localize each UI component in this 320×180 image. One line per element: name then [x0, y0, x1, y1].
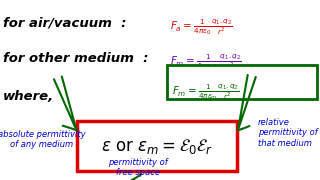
FancyBboxPatch shape	[77, 121, 237, 171]
Text: relative
permittivity of
that medium: relative permittivity of that medium	[258, 118, 318, 148]
Text: $F_m = \frac{1}{4\pi\varepsilon_0\varepsilon_r}\frac{q_1.q_2}{r^2}$: $F_m = \frac{1}{4\pi\varepsilon_0\vareps…	[170, 52, 242, 72]
Text: $F_a = \frac{1}{4\pi\varepsilon_0}\frac{q_1.q_2}{r^2}$: $F_a = \frac{1}{4\pi\varepsilon_0}\frac{…	[170, 17, 233, 37]
Text: $\epsilon\ \mathrm{or}\ \epsilon_m = \mathcal{E}_0\mathcal{E}_r$: $\epsilon\ \mathrm{or}\ \epsilon_m = \ma…	[101, 136, 213, 156]
Text: for air/vacuum  :: for air/vacuum :	[3, 17, 126, 30]
Text: absolute permittivity
of any medium: absolute permittivity of any medium	[0, 130, 86, 149]
Text: where,: where,	[3, 90, 54, 103]
Text: $F_m = \frac{1}{4\pi\epsilon_m}\frac{q_1.q_2}{r^2}$: $F_m = \frac{1}{4\pi\epsilon_m}\frac{q_1…	[172, 82, 239, 102]
Text: permittivity of
free space: permittivity of free space	[108, 158, 168, 177]
FancyBboxPatch shape	[167, 65, 317, 99]
Text: for other medium  :: for other medium :	[3, 52, 148, 65]
